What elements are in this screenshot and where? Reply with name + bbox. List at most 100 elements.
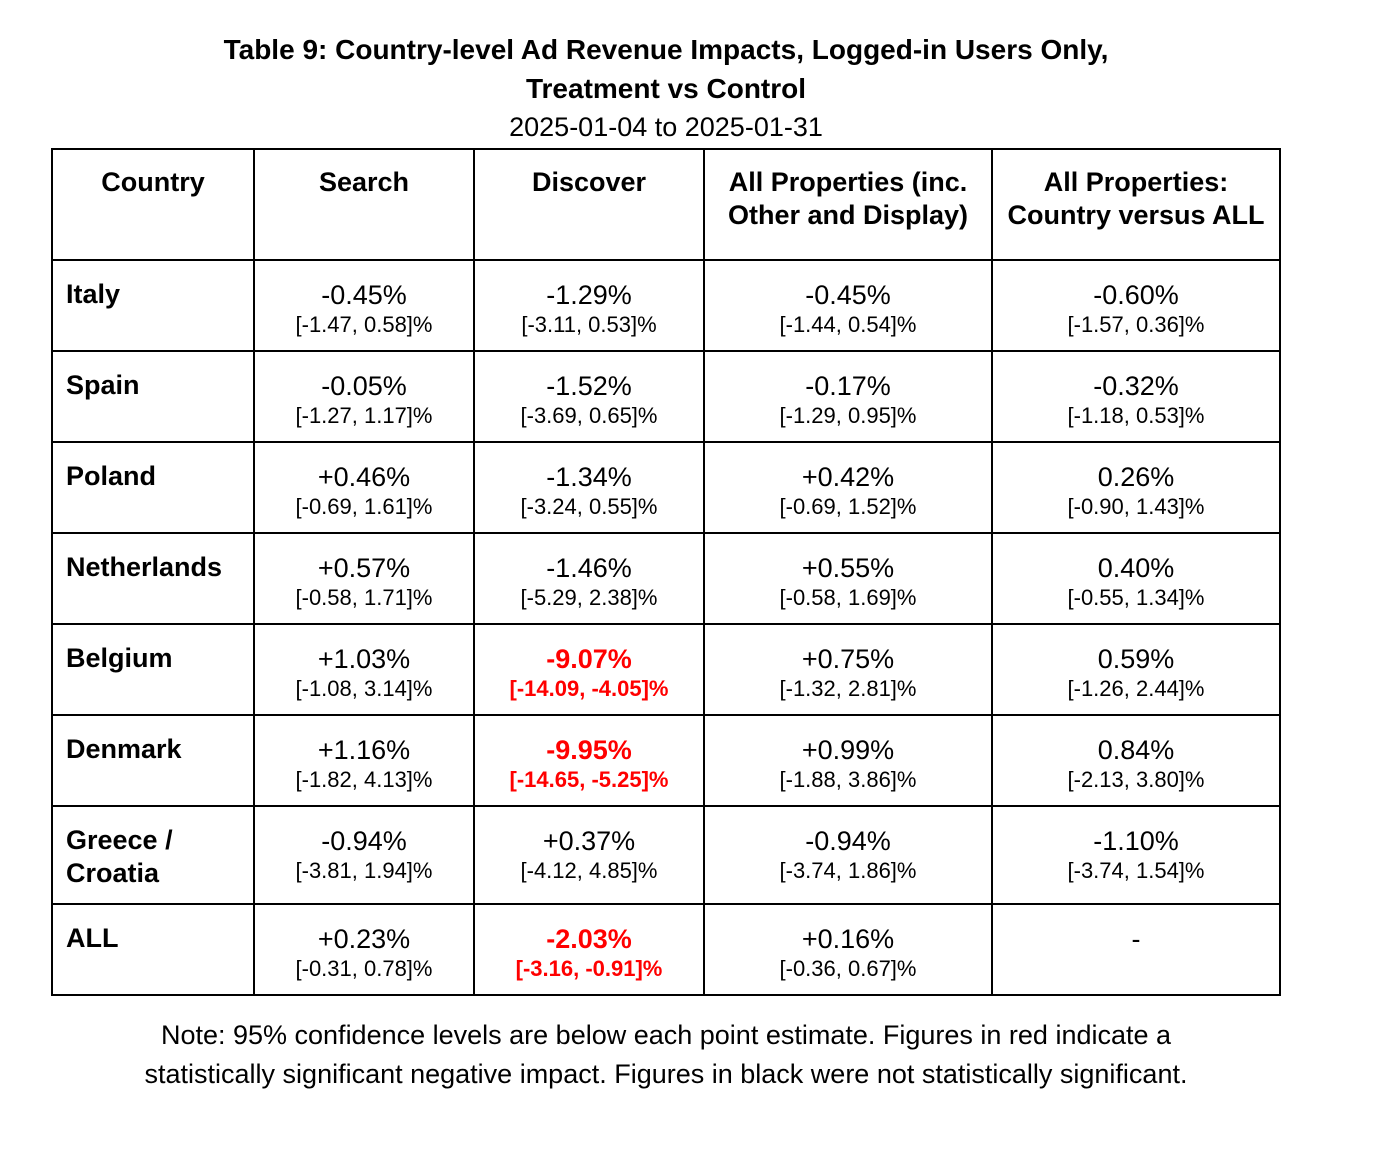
confidence-interval: [-1.18, 0.53]%	[1067, 403, 1205, 428]
search-cell: +0.46% [-0.69, 1.61]%	[253, 441, 475, 534]
country-cell: ALL	[51, 903, 255, 996]
confidence-interval: [-3.74, 1.54]%	[1067, 858, 1205, 883]
table-row: Greece / Croatia -0.94% [-3.81, 1.94]% +0…	[51, 805, 1281, 905]
table-row: Italy -0.45% [-1.47, 0.58]% -1.29% [-3.11,…	[51, 259, 1281, 352]
point-estimate: -0.94%	[805, 826, 891, 856]
confidence-interval: [-1.26, 2.44]%	[1067, 676, 1205, 701]
note-line2: statistically significant negative impac…	[144, 1059, 1188, 1089]
table-row: Netherlands +0.57% [-0.58, 1.71]% -1.46%[…	[51, 532, 1281, 625]
confidence-interval: [-1.47, 0.58]%	[295, 312, 433, 337]
country-vs-all-cell: 0.84% [-2.13, 3.80]%	[991, 714, 1281, 807]
point-estimate: +1.16%	[317, 735, 411, 765]
search-cell: +1.03% [-1.08, 3.14]%	[253, 623, 475, 716]
table-note: Note: 95% confidence levels are below ea…	[0, 1016, 1332, 1094]
search-cell: -0.94% [-3.81, 1.94]%	[253, 805, 475, 905]
table-row-total: ALL +0.23% [-0.31, 0.78]% -2.03% [-3.16, -…	[51, 903, 1281, 996]
discover-cell: -1.29% [-3.11, 0.53]%	[473, 259, 705, 352]
point-estimate: +0.55%	[801, 553, 895, 583]
header-all-properties: All Properties (inc. Other and Display)	[703, 148, 993, 261]
discover-cell-significant: -2.03% [-3.16, -0.91]%	[473, 903, 705, 996]
confidence-interval: [-1.57, 0.36]%	[1067, 312, 1205, 337]
point-estimate: +0.99%	[801, 735, 895, 765]
point-estimate: +0.23%	[317, 924, 411, 954]
point-estimate: +0.75%	[801, 644, 895, 674]
point-estimate: -2.03%	[546, 924, 632, 954]
point-estimate: 0.84%	[1097, 735, 1175, 765]
search-cell: -0.05% [-1.27, 1.17]%	[253, 350, 475, 443]
point-estimate: +0.57%	[317, 553, 411, 583]
confidence-interval: [-0.69, 1.52]%	[779, 494, 917, 519]
point-estimate: 0.26%	[1097, 462, 1175, 492]
search-cell: -0.45% [-1.47, 0.58]%	[253, 259, 475, 352]
confidence-interval: [-1.82, 4.13]%	[295, 767, 433, 792]
all-properties-cell: -0.94% [-3.74, 1.86]%	[703, 805, 993, 905]
confidence-interval: [-3.24, 0.55]%	[520, 494, 658, 519]
discover-cell-significant: -9.07% [-14.09, -4.05]%	[473, 623, 705, 716]
country-cell: Denmark	[51, 714, 255, 807]
discover-cell: -1.52% [-3.69, 0.65]%	[473, 350, 705, 443]
country-vs-all-cell: 0.40% [-0.55, 1.34]%	[991, 532, 1281, 625]
discover-cell: -1.46% [-5.29, 2.38]%	[473, 532, 705, 625]
all-properties-cell: -0.17% [-1.29, 0.95]%	[703, 350, 993, 443]
discover-cell: -1.34% [-3.24, 0.55]%	[473, 441, 705, 534]
confidence-interval: [-1.88, 3.86]%	[779, 767, 917, 792]
confidence-interval: [-1.27, 1.17]%	[295, 403, 433, 428]
header-discover: Discover	[473, 148, 705, 261]
discover-cell-significant: -9.95% [-14.65, -5.25]%	[473, 714, 705, 807]
point-estimate: -1.46%	[546, 553, 632, 583]
country-vs-all-cell: -	[991, 903, 1281, 996]
confidence-interval: [-0.58, 1.69]%	[779, 585, 917, 610]
all-properties-cell: +0.75% [-1.32, 2.81]%	[703, 623, 993, 716]
point-estimate: -0.45%	[321, 280, 407, 310]
point-estimate: -0.94%	[321, 826, 407, 856]
point-estimate: -0.60%	[1093, 280, 1179, 310]
point-estimate: 0.40%	[1097, 553, 1175, 583]
confidence-interval: [-2.13, 3.80]%	[1067, 767, 1205, 792]
all-properties-cell: +0.99% [-1.88, 3.86]%	[703, 714, 993, 807]
confidence-interval: [-0.31, 0.78]%	[295, 956, 433, 981]
all-properties-cell: +0.55% [-0.58, 1.69]%	[703, 532, 993, 625]
all-properties-cell: +0.16% [-0.36, 0.67]%	[703, 903, 993, 996]
confidence-interval: [-5.29, 2.38]%	[520, 585, 658, 610]
confidence-interval: [-1.08, 3.14]%	[295, 676, 433, 701]
discover-cell: +0.37% [-4.12, 4.85]%	[473, 805, 705, 905]
table-title-line1: Table 9: Country-level Ad Revenue Impact…	[223, 34, 1109, 65]
country-vs-all-cell: 0.26% [-0.90, 1.43]%	[991, 441, 1281, 534]
point-estimate: -0.05%	[321, 371, 407, 401]
table-row: Spain -0.05% [-1.27, 1.17]% -1.52% [-3.69,…	[51, 350, 1281, 443]
all-properties-cell: +0.42% [-0.69, 1.52]%	[703, 441, 993, 534]
table-row: Belgium +1.03% [-1.08, 3.14]% -9.07% [-14.…	[51, 623, 1281, 716]
point-estimate: -9.07%	[546, 644, 632, 674]
point-estimate: -0.32%	[1093, 371, 1179, 401]
point-estimate: -0.45%	[805, 280, 891, 310]
header-country: Country	[51, 148, 255, 261]
confidence-interval: [-1.29, 0.95]%	[779, 403, 917, 428]
header-country-vs-all: All Properties: Country versus ALL	[991, 148, 1281, 261]
point-estimate: -1.10%	[1093, 826, 1179, 856]
point-estimate: -9.95%	[546, 735, 632, 765]
all-properties-cell: -0.45% [-1.44, 0.54]%	[703, 259, 993, 352]
title-block: Table 9: Country-level Ad Revenue Impact…	[0, 30, 1332, 147]
point-estimate: +0.37%	[542, 826, 636, 856]
confidence-interval: [-4.12, 4.85]%	[520, 858, 658, 883]
confidence-interval: [-14.09, -4.05]%	[509, 676, 669, 701]
point-estimate: +0.16%	[801, 924, 895, 954]
country-cell: Poland	[51, 441, 255, 534]
search-cell: +0.23% [-0.31, 0.78]%	[253, 903, 475, 996]
revenue-impact-table: Country Search Discover All Properties (…	[51, 148, 1281, 996]
country-cell: Spain	[51, 350, 255, 443]
confidence-interval: [-0.69, 1.61]%	[295, 494, 433, 519]
note-line1: Note: 95% confidence levels are below ea…	[160, 1020, 1172, 1050]
table-row: Denmark +1.16% [-1.82, 4.13]% -9.95% [-14.…	[51, 714, 1281, 807]
confidence-interval: [-3.16, -0.91]%	[515, 956, 663, 981]
confidence-interval: [-1.32, 2.81]%	[779, 676, 917, 701]
header-row: Country Search Discover All Properties (…	[51, 148, 1281, 261]
confidence-interval: [-0.36, 0.67]%	[779, 956, 917, 981]
header-search: Search	[253, 148, 475, 261]
point-estimate: -1.29%	[546, 280, 632, 310]
point-estimate: -1.52%	[546, 371, 632, 401]
search-cell: +1.16% [-1.82, 4.13]%	[253, 714, 475, 807]
confidence-interval: [-3.74, 1.86]%	[779, 858, 917, 883]
country-vs-all-cell: 0.59% [-1.26, 2.44]%	[991, 623, 1281, 716]
confidence-interval: [-14.65, -5.25]%	[509, 767, 669, 792]
